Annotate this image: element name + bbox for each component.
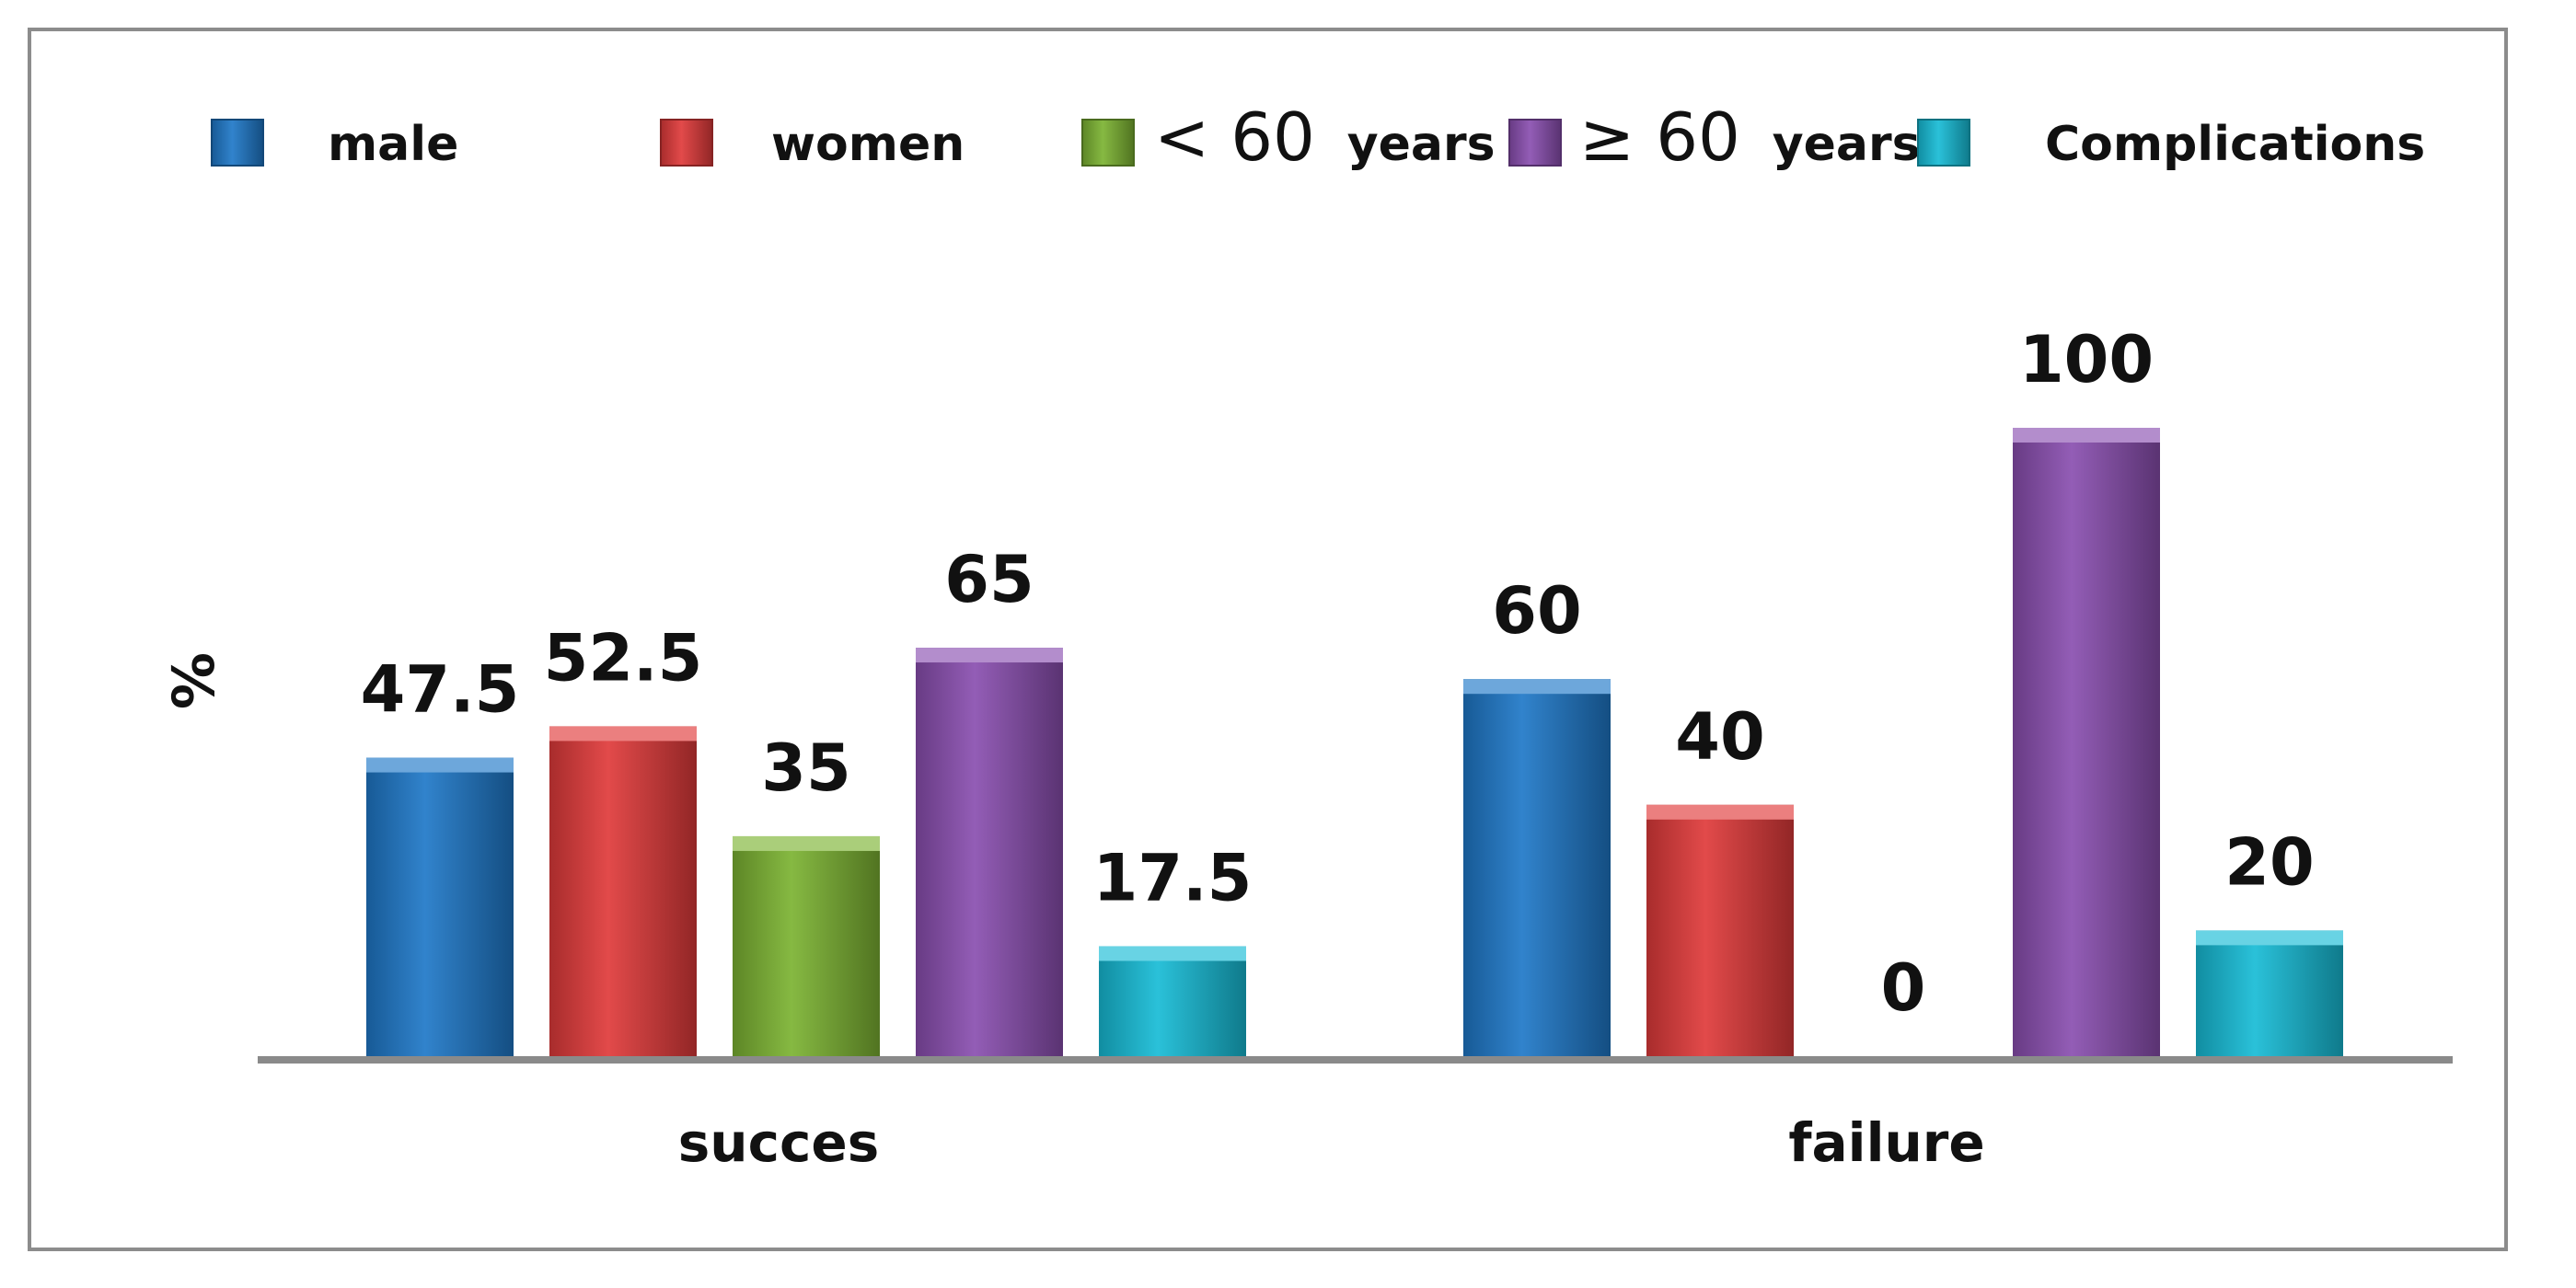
value-labels: 47.5 52.5 35 65 17.5 60 40 0 100 20 — [361, 322, 2315, 1026]
legend-label-male: male — [328, 117, 458, 172]
legend-label-60-years: < 60 years — [1154, 98, 1496, 176]
y-axis-label: % — [160, 652, 227, 709]
legend-swatch-complications — [1917, 119, 1970, 167]
bar-cap-failure-women — [1646, 804, 1794, 820]
bar-failure-male — [1463, 679, 1611, 1056]
value-label-succes-male: 47.5 — [361, 652, 520, 728]
value-label-failure-male: 60 — [1492, 573, 1581, 649]
bar-cap-failure-male — [1463, 679, 1611, 695]
bar-failure-women — [1646, 804, 1794, 1056]
bar-succes-60-years — [916, 648, 1063, 1056]
category-label-succes: succes — [678, 1111, 879, 1174]
legend-label-women: women — [771, 117, 965, 172]
bar-cap-succes-60-years — [916, 648, 1063, 663]
legend-label-complications: Complications — [2045, 117, 2425, 172]
legend-swatch-60-years — [1081, 119, 1135, 167]
value-label-succes-60-years: 65 — [944, 542, 1034, 617]
bar-cap-succes-women — [549, 726, 697, 742]
bar-cap-succes-complications — [1099, 946, 1246, 961]
bar-succes-women — [549, 726, 697, 1056]
bar-succes-60-years — [733, 835, 880, 1056]
bar-failure-60-years — [2013, 428, 2160, 1056]
legend-swatch-male — [211, 119, 264, 167]
bars — [366, 428, 2343, 1056]
value-label-failure-women: 40 — [1675, 699, 1764, 775]
value-label-failure-60-years: 0 — [1881, 950, 1926, 1026]
category-label-failure: failure — [1788, 1111, 1984, 1174]
value-label-failure-60-years: 100 — [2019, 322, 2154, 397]
legend-label-60-years: ≥ 60 years — [1579, 98, 1921, 176]
legend: male women < 60 years ≥ 60 years Complicatio… — [211, 98, 2425, 176]
value-label-failure-complications: 20 — [2224, 824, 2314, 900]
value-label-succes-complications: 17.5 — [1093, 840, 1253, 915]
value-label-succes-60-years: 35 — [761, 730, 850, 806]
bar-cap-succes-male — [366, 757, 514, 773]
value-label-succes-women: 52.5 — [544, 620, 703, 696]
bar-cap-failure-60-years — [2013, 428, 2160, 443]
category-labels: succes failure — [678, 1111, 1985, 1174]
bar-failure-complications — [2196, 930, 2343, 1056]
legend-swatch-60-years — [1508, 119, 1562, 167]
bar-cap-failure-complications — [2196, 930, 2343, 946]
legend-swatch-women — [660, 119, 713, 167]
bar-cap-succes-60-years — [733, 835, 880, 851]
bar-succes-complications — [1099, 946, 1246, 1056]
bar-succes-male — [366, 757, 514, 1056]
